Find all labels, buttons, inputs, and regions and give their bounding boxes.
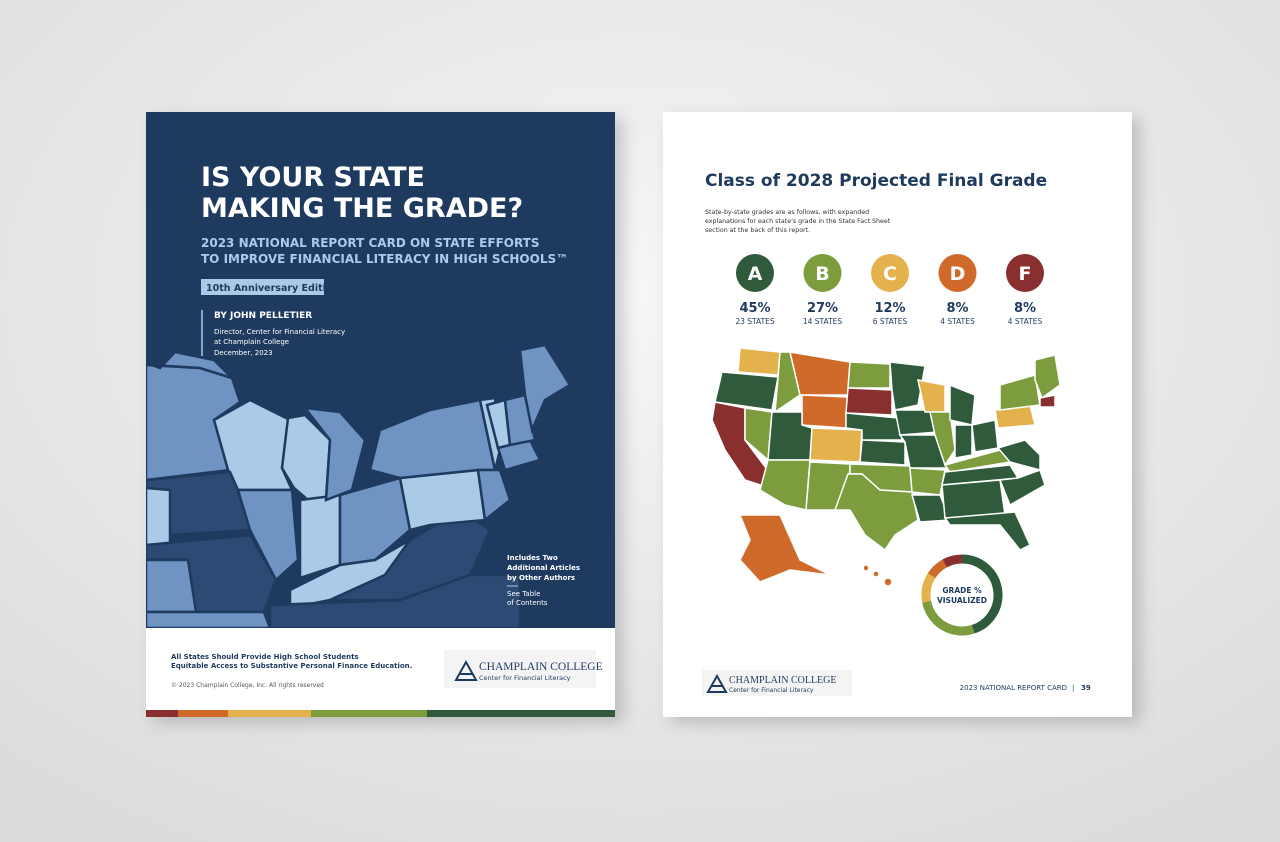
author: BY JOHN PELLETIER <box>214 311 312 321</box>
grade-legend: A 45%23 STATES B 27%14 STATES C 12%6 STATES D 8… <box>735 254 1044 326</box>
intro: State-by-state grades are as follows, wi… <box>705 209 869 216</box>
color-strip <box>146 710 615 717</box>
edition-badge <box>201 279 324 295</box>
grade-percent: 8% <box>1014 301 1036 316</box>
copyright: © 2023 Champlain College, Inc. All right… <box>171 682 324 689</box>
cover-title: MAKING THE GRADE? <box>201 193 523 224</box>
donut-segment <box>922 600 975 636</box>
page-number: 39 <box>1081 684 1091 692</box>
logo-icon <box>454 659 478 681</box>
page-title: Class of 2028 Projected Final Grade <box>705 171 1047 191</box>
author-detail: December, 2023 <box>214 349 273 357</box>
logo-subtitle: Center for Financial Literacy <box>479 674 571 682</box>
cover-map <box>146 343 572 628</box>
grade-letter: D <box>950 263 966 285</box>
donut-label: VISUALIZED <box>937 596 987 605</box>
intro: section at the back of this report. <box>705 227 810 234</box>
sidebar-note: by Other Authors <box>507 574 575 582</box>
tagline: All States Should Provide High School St… <box>171 653 359 661</box>
grade-percent: 8% <box>946 301 968 316</box>
donut-chart <box>921 554 1003 636</box>
grade-badge <box>938 254 977 292</box>
grade-badge <box>1006 254 1044 292</box>
grade-states: 6 STATES <box>873 317 908 326</box>
grade-letter: B <box>815 263 829 285</box>
logo-subtitle: Center for Financial Literacy <box>729 687 814 694</box>
cover-subtitle: 2023 NATIONAL REPORT CARD ON STATE EFFOR… <box>201 236 540 250</box>
grade-badge <box>736 254 774 292</box>
logo-name: CHAMPLAIN COLLEGE <box>729 675 837 686</box>
inside-page: Class of 2028 Projected Final Grade Stat… <box>663 112 1132 717</box>
donut-label: GRADE % <box>942 586 982 595</box>
grade-states: 23 STATES <box>735 317 775 326</box>
tagline: Equitable Access to Substantive Personal… <box>171 662 412 670</box>
grade-percent: 45% <box>739 301 770 316</box>
grade-states: 4 STATES <box>1008 317 1043 326</box>
logo-icon <box>706 673 728 693</box>
grade-letter: A <box>748 263 763 285</box>
sidebar-link: of Contents <box>507 599 548 607</box>
grade-letter: F <box>1019 263 1032 285</box>
author-detail: at Champlain College <box>214 338 289 346</box>
author-detail: Director, Center for Financial Literacy <box>214 328 345 336</box>
footer-separator: | <box>1072 684 1074 692</box>
logo-name: CHAMPLAIN COLLEGE <box>479 661 603 673</box>
grade-percent: 12% <box>874 301 905 316</box>
grade-percent: 27% <box>807 301 838 316</box>
us-map <box>711 347 1061 587</box>
grade-letter: C <box>883 263 897 285</box>
logo-box <box>702 670 852 696</box>
cover-subtitle: TO IMPROVE FINANCIAL LITERACY IN HIGH SC… <box>201 252 568 266</box>
grade-badge <box>871 254 909 292</box>
grade-states: 14 STATES <box>803 317 843 326</box>
donut-segment <box>942 554 963 568</box>
edition: 10th Anniversary Edition <box>206 283 339 294</box>
sidebar-note: Additional Articles <box>507 564 580 572</box>
donut-segment <box>961 554 1003 634</box>
footer-text: 2023 NATIONAL REPORT CARD <box>960 684 1067 692</box>
cover-title: IS YOUR STATE <box>201 162 425 193</box>
cover-page: IS YOUR STATE MAKING THE GRADE? 2023 NAT… <box>146 112 615 717</box>
sidebar-note: Includes Two <box>507 554 558 562</box>
grade-badge <box>803 254 842 292</box>
grade-states: 4 STATES <box>940 317 975 326</box>
donut-segment <box>927 559 948 579</box>
sidebar-link: See Table <box>507 590 540 598</box>
donut-segment <box>921 573 936 603</box>
intro: explanations for each state's grade in t… <box>705 218 891 225</box>
